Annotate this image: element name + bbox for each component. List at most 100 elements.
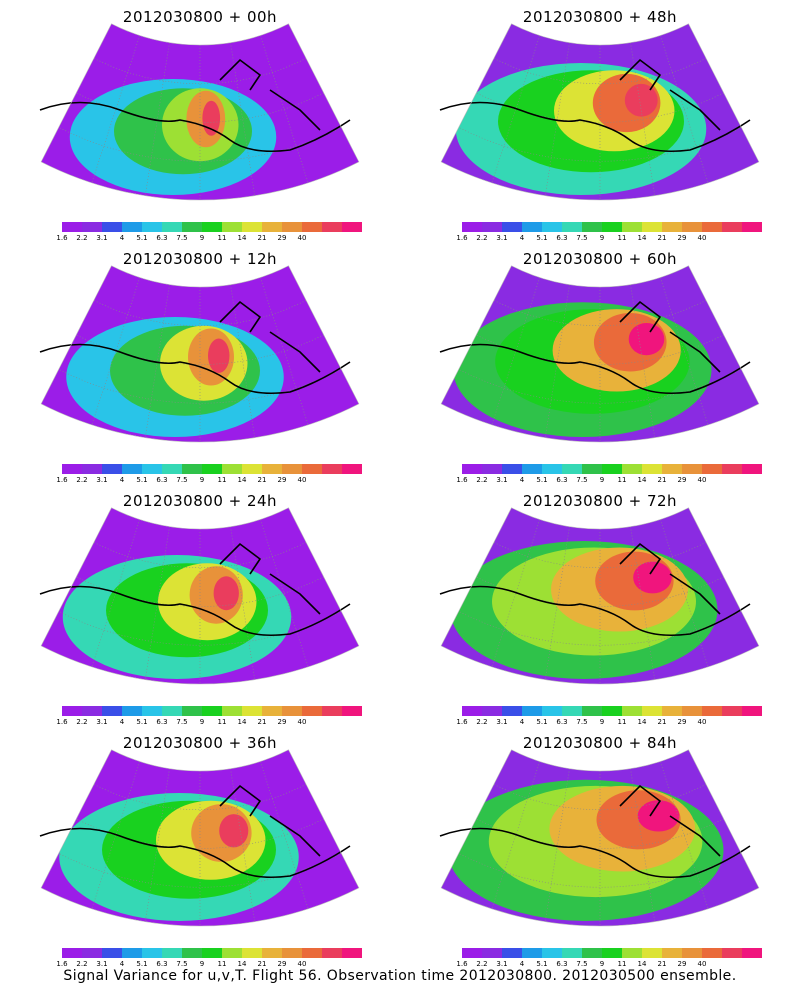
- colorbar-tick-label: 6.3: [156, 476, 168, 484]
- longitude-line: [259, 35, 309, 183]
- colorbar-tick-label: 3.1: [96, 234, 108, 242]
- map-boundary: [440, 265, 760, 443]
- colorbar-swatch: [702, 222, 722, 232]
- colorbar-tick-label: 1.6: [56, 718, 68, 726]
- coastline: [39, 542, 351, 637]
- colorbar-ticks: 1.6 2.2 3.1 4 5.1 6.3 7.5 9 11 14 21 29 40: [56, 718, 362, 728]
- colorbar-tick-label: 9: [199, 234, 205, 242]
- colorbar-swatch: [742, 464, 762, 474]
- longitude-line: [491, 761, 541, 909]
- colorbar-tick-label: 2.2: [476, 234, 488, 242]
- colorbar-swatch: [462, 222, 482, 232]
- map-boundary: [440, 23, 760, 201]
- forecast-map: [39, 265, 360, 443]
- longitude-line: [659, 35, 709, 183]
- colorbar-swatch: [162, 222, 182, 232]
- longitude-line: [91, 761, 141, 909]
- latitude-line: [58, 369, 342, 404]
- colorbar-swatch: [502, 464, 522, 474]
- colorbar-swatch: [242, 948, 262, 958]
- colorbar-tick-label: 5.1: [536, 960, 548, 968]
- colorbar-tick-label: 40: [297, 960, 307, 968]
- colorbar-tick-label: 11: [217, 476, 227, 484]
- colorbar-swatch: [522, 222, 542, 232]
- longitude-line: [144, 526, 170, 680]
- colorbar-tick-label: 3.1: [496, 234, 508, 242]
- colorbar-swatch: [342, 706, 362, 716]
- colorbar-swatch: [682, 706, 702, 716]
- colorbar-tick-label: 11: [617, 476, 627, 484]
- colorbar-ticks: 1.6 2.2 3.1 4 5.1 6.3 7.5 9 11 14 21 29 40: [456, 476, 762, 486]
- colorbar-swatch: [542, 222, 562, 232]
- forecast-map: [439, 23, 760, 201]
- colorbar-swatch: [502, 706, 522, 716]
- colorbar-swatch: [282, 222, 302, 232]
- panel-title: 2012030800 + 60h: [522, 250, 678, 268]
- colorbar-swatch: [162, 948, 182, 958]
- map-panel: 2012030800 + 84h 1.6 2.2 3.1 4 5.1 6.3 7.5 9 11 14…: [400, 726, 800, 971]
- colorbar-swatch: [622, 464, 642, 474]
- longitude-line: [630, 526, 656, 680]
- colorbar-swatch: [142, 222, 162, 232]
- colorbar-swatch: [582, 464, 602, 474]
- colorbar-tick-label: 9: [599, 960, 605, 968]
- colorbar-swatch: [222, 948, 242, 958]
- colorbar-swatch: [82, 706, 102, 716]
- colorbar-tick-label: 21: [657, 234, 667, 242]
- latitude-line: [458, 853, 742, 888]
- colorbar-swatch: [282, 706, 302, 716]
- colorbar-ticks: 1.6 2.2 3.1 4 5.1 6.3 7.5 9 11 14 21 29 40: [456, 960, 762, 970]
- colorbar-tick-label: 11: [617, 234, 627, 242]
- colorbar-swatch: [102, 222, 122, 232]
- longitude-line: [230, 526, 256, 680]
- colorbar-tick-label: 14: [237, 234, 247, 242]
- colorbar-tick-label: 7.5: [576, 960, 588, 968]
- colorbar-swatch: [282, 948, 302, 958]
- colorbar-tick-label: 3.1: [96, 960, 108, 968]
- panel-title: 2012030800 + 24h: [122, 492, 278, 510]
- colorbar-swatch: [682, 464, 702, 474]
- colorbar-swatch: [502, 222, 522, 232]
- colorbar-tick-label: 1.6: [456, 476, 468, 484]
- coastline: [39, 58, 351, 153]
- colorbar-swatch: [222, 706, 242, 716]
- colorbar-swatch: [582, 948, 602, 958]
- colorbar-tick-label: 1.6: [56, 476, 68, 484]
- colorbar-tick-label: 1.6: [56, 960, 68, 968]
- colorbar-swatch: [722, 706, 742, 716]
- colorbar-swatch: [602, 948, 622, 958]
- colorbar-tick-label: 29: [677, 960, 687, 968]
- colorbar: [462, 222, 762, 232]
- variance-contour: [624, 83, 658, 117]
- colorbar-tick-label: 7.5: [176, 234, 188, 242]
- panel-title: 2012030800 + 84h: [522, 734, 678, 752]
- colorbar-swatch: [582, 222, 602, 232]
- colorbar-tick-label: 9: [599, 718, 605, 726]
- colorbar-swatch: [722, 948, 742, 958]
- map-boundary: [440, 507, 760, 685]
- forecast-map: [39, 749, 360, 927]
- longitude-line: [491, 35, 541, 183]
- colorbar-swatch: [462, 464, 482, 474]
- variance-contour: [208, 338, 230, 373]
- colorbar-swatch: [642, 222, 662, 232]
- longitude-line: [659, 761, 709, 909]
- map-panel: 2012030800 + 00h 1.6 2.2 3.1 4 5.1 6.3 7.5 9 11 14…: [0, 0, 400, 245]
- latitude-line: [458, 611, 742, 646]
- colorbar-tick-label: 11: [617, 960, 627, 968]
- colorbar-swatch: [122, 222, 142, 232]
- colorbar-swatch: [202, 222, 222, 232]
- colorbar-tick-label: 7.5: [576, 718, 588, 726]
- colorbar: [462, 706, 762, 716]
- colorbar-swatch: [282, 464, 302, 474]
- colorbar-swatch: [522, 948, 542, 958]
- colorbar-swatch: [662, 464, 682, 474]
- colorbar-swatch: [462, 948, 482, 958]
- colorbar-swatch: [582, 706, 602, 716]
- forecast-map: [439, 265, 760, 443]
- colorbar-tick-label: 29: [277, 960, 287, 968]
- colorbar-tick-label: 4: [119, 234, 125, 242]
- colorbar-swatch: [262, 948, 282, 958]
- panel-title: 2012030800 + 48h: [522, 8, 678, 26]
- colorbar-tick-label: 6.3: [156, 718, 168, 726]
